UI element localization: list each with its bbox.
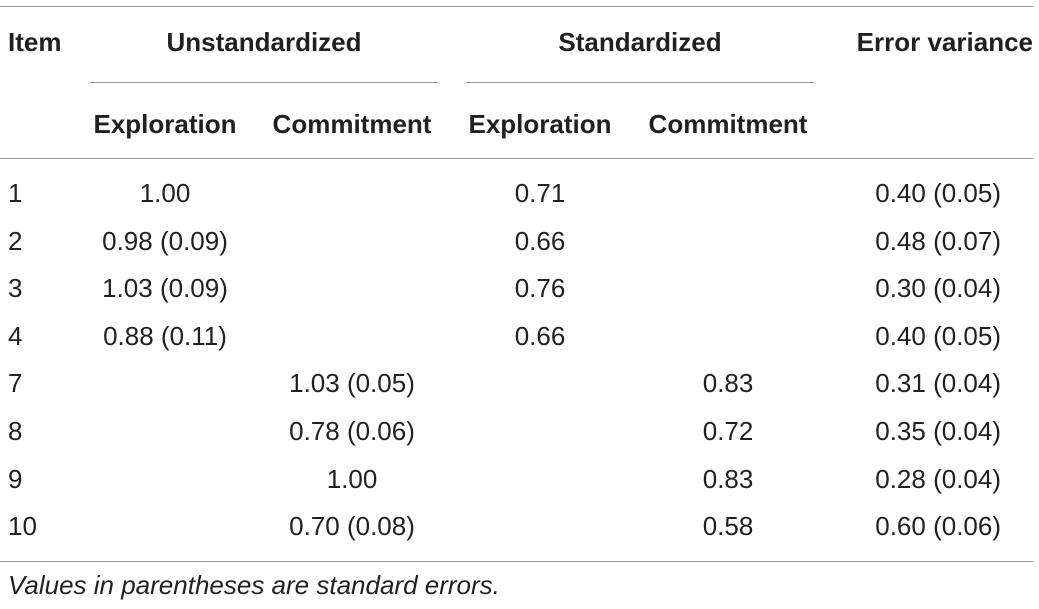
cell-std-commitment: 0.83 — [702, 464, 754, 494]
cell-error-variance: 0.30 (0.04) — [875, 273, 1001, 303]
cell-item: 7 — [8, 368, 23, 398]
cell-item: 4 — [8, 321, 23, 351]
cell-std-commitment: 0.83 — [702, 368, 754, 398]
cell-std-exploration: 0.76 — [514, 273, 566, 303]
top-rule — [0, 6, 1033, 7]
standardized-underline — [466, 82, 814, 83]
cell-unstd-commitment: 0.78 (0.06) — [289, 416, 415, 446]
table-footnote: Values in parentheses are standard error… — [8, 570, 500, 600]
cell-std-exploration: 0.66 — [514, 226, 566, 256]
item-header: Item — [8, 27, 62, 57]
sub-header-std-exploration: Exploration — [468, 109, 612, 139]
cell-error-variance: 0.40 (0.05) — [875, 178, 1001, 208]
cell-item: 2 — [8, 226, 23, 256]
cell-unstd-commitment: 0.70 (0.08) — [289, 511, 415, 541]
cell-std-exploration: 0.66 — [514, 321, 566, 351]
cell-error-variance: 0.60 (0.06) — [875, 511, 1001, 541]
table-bottom-rule — [0, 561, 1033, 562]
cell-item: 3 — [8, 273, 23, 303]
standardized-header: Standardized — [558, 27, 722, 57]
unstandardized-header: Unstandardized — [166, 27, 362, 57]
cell-unstd-commitment: 1.00 — [326, 464, 378, 494]
cell-item: 1 — [8, 178, 23, 208]
sub-header-unstd-commitment: Commitment — [272, 109, 432, 139]
cell-unstd-exploration: 1.00 — [139, 178, 191, 208]
cell-item: 9 — [8, 464, 23, 494]
cell-unstd-exploration: 0.98 (0.09) — [102, 226, 228, 256]
header-bottom-rule — [0, 158, 1033, 159]
cell-error-variance: 0.31 (0.04) — [875, 368, 1001, 398]
cell-std-commitment: 0.72 — [702, 416, 754, 446]
cell-unstd-commitment: 1.03 (0.05) — [289, 368, 415, 398]
sub-header-unstd-exploration: Exploration — [93, 109, 237, 139]
cell-error-variance: 0.40 (0.05) — [875, 321, 1001, 351]
cell-std-exploration: 0.71 — [514, 178, 566, 208]
unstandardized-underline — [90, 82, 438, 83]
cell-error-variance: 0.48 (0.07) — [875, 226, 1001, 256]
cell-item: 10 — [8, 511, 37, 541]
cell-error-variance: 0.35 (0.04) — [875, 416, 1001, 446]
error-variance-header: Error variance — [856, 27, 1033, 57]
cell-unstd-exploration: 1.03 (0.09) — [102, 273, 228, 303]
cell-unstd-exploration: 0.88 (0.11) — [103, 321, 227, 351]
cell-item: 8 — [8, 416, 23, 446]
cell-error-variance: 0.28 (0.04) — [875, 464, 1001, 494]
cell-std-commitment: 0.58 — [702, 511, 754, 541]
sub-header-std-commitment: Commitment — [648, 109, 808, 139]
